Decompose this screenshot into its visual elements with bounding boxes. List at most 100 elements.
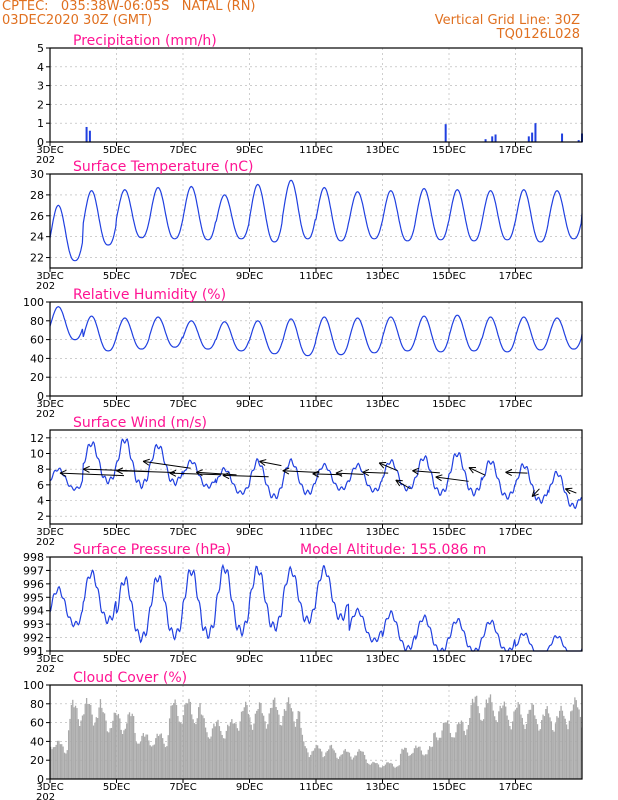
cloud-bar bbox=[198, 707, 200, 779]
cloud-bar bbox=[387, 762, 389, 779]
cloud-bar bbox=[559, 710, 561, 779]
cloud-bar bbox=[481, 720, 483, 779]
cloud-bar bbox=[177, 715, 179, 779]
cloud-bar bbox=[363, 754, 366, 779]
panel-title: Precipitation (mm/h) bbox=[73, 33, 217, 49]
cloud-bar bbox=[419, 746, 421, 779]
x-year-label: 202 bbox=[36, 409, 55, 420]
cloud-bar bbox=[271, 707, 273, 779]
cloud-bar bbox=[578, 709, 580, 779]
cloud-bar bbox=[494, 716, 496, 779]
cloud-bar bbox=[293, 721, 295, 779]
x-tick-label: 17DEC bbox=[499, 145, 533, 156]
cloud-bar bbox=[315, 744, 317, 779]
cloud-bar bbox=[52, 747, 55, 779]
cloud-bar bbox=[477, 706, 479, 779]
wind-arrow-head bbox=[116, 467, 124, 472]
cloud-bar bbox=[571, 710, 573, 779]
cloud-bar bbox=[285, 710, 287, 779]
cloud-bar bbox=[458, 722, 460, 779]
x-tick-label: 13DEC bbox=[366, 654, 400, 665]
wind-arrow-head bbox=[505, 469, 513, 473]
cloud-bar bbox=[513, 711, 515, 779]
cloud-bar bbox=[91, 714, 93, 779]
cloud-bar bbox=[384, 764, 387, 779]
cloud-bar bbox=[420, 750, 422, 779]
cloud-bar bbox=[235, 723, 237, 779]
cloud-bar bbox=[375, 763, 377, 779]
precip-bar bbox=[494, 134, 497, 142]
cloud-bar bbox=[395, 766, 398, 779]
cloud-bar bbox=[521, 717, 523, 779]
cloud-bar bbox=[304, 746, 306, 779]
cloud-bar bbox=[249, 717, 251, 779]
cloud-bar bbox=[381, 766, 384, 779]
cloud-bar bbox=[214, 726, 216, 779]
cloud-bar bbox=[103, 713, 106, 779]
cloud-bar bbox=[529, 709, 532, 779]
y-tick-label: 12 bbox=[30, 432, 44, 445]
x-tick-label: 11DEC bbox=[299, 654, 333, 665]
y-tick-label: 40 bbox=[30, 352, 44, 365]
cloud-bar bbox=[287, 697, 290, 779]
cloud-bar bbox=[445, 722, 447, 779]
cloud-bar bbox=[316, 745, 319, 779]
cloud-bar bbox=[492, 710, 494, 779]
cloud-bar bbox=[346, 751, 348, 779]
x-tick-label: 17DEC bbox=[499, 527, 533, 538]
wind-arrow bbox=[335, 472, 364, 475]
cloud-bar bbox=[215, 721, 218, 779]
cloud-bar bbox=[148, 740, 150, 779]
cloud-bar bbox=[333, 750, 335, 779]
cloud-bar bbox=[130, 716, 132, 779]
cloud-bar bbox=[422, 754, 424, 779]
cloud-bar bbox=[507, 719, 510, 779]
cloud-bar bbox=[56, 740, 59, 779]
x-year-label: 202 bbox=[36, 792, 55, 800]
cloud-bar bbox=[79, 726, 81, 779]
panel-title: Surface Pressure (hPa) bbox=[73, 542, 231, 558]
x-tick-label: 7DEC bbox=[169, 527, 196, 538]
wind-arrow bbox=[312, 473, 342, 476]
x-tick-label: 11DEC bbox=[299, 399, 333, 410]
cloud-bar bbox=[372, 761, 374, 779]
cloud-bar bbox=[77, 719, 79, 779]
cloud-bar bbox=[376, 763, 378, 779]
rh-series-line bbox=[49, 306, 583, 357]
cloud-bar bbox=[415, 745, 417, 779]
cloud-bar bbox=[474, 696, 476, 779]
wind-arrow-head bbox=[282, 470, 290, 475]
cloud-bar bbox=[377, 764, 380, 779]
x-year-label: 202 bbox=[36, 155, 55, 166]
cloud-bar bbox=[124, 728, 126, 779]
cloud-bar bbox=[340, 754, 342, 779]
y-tick-label: 4 bbox=[37, 495, 44, 508]
x-tick-label: 13DEC bbox=[366, 271, 400, 282]
y-tick-label: 100 bbox=[23, 296, 44, 309]
wind-arrow bbox=[468, 467, 486, 476]
cloud-bar bbox=[210, 736, 212, 779]
cloud-bar bbox=[446, 720, 449, 779]
cloud-bar bbox=[163, 743, 165, 779]
cloud-bar bbox=[312, 750, 315, 779]
cloud-bar bbox=[405, 747, 407, 779]
cloud-bar bbox=[220, 730, 222, 779]
cloud-bar bbox=[394, 767, 396, 779]
cloud-bar bbox=[318, 748, 320, 779]
cloud-bar bbox=[153, 744, 156, 779]
cloud-bar bbox=[393, 766, 395, 779]
header-date: 03DEC2020 30Z (GMT) bbox=[2, 13, 153, 28]
cloud-bar bbox=[487, 703, 489, 779]
cloud-bar bbox=[480, 719, 482, 779]
cloud-bar bbox=[275, 706, 277, 779]
cloud-bar bbox=[209, 738, 211, 779]
cloud-bar bbox=[390, 762, 392, 779]
wind-arrow-head bbox=[222, 472, 230, 476]
cloud-bar bbox=[81, 715, 84, 779]
cloud-bar bbox=[527, 713, 529, 779]
cloud-bar bbox=[253, 723, 255, 779]
cloud-bar bbox=[408, 755, 410, 779]
cloud-bar bbox=[406, 752, 409, 779]
pres-series-line bbox=[49, 563, 583, 652]
